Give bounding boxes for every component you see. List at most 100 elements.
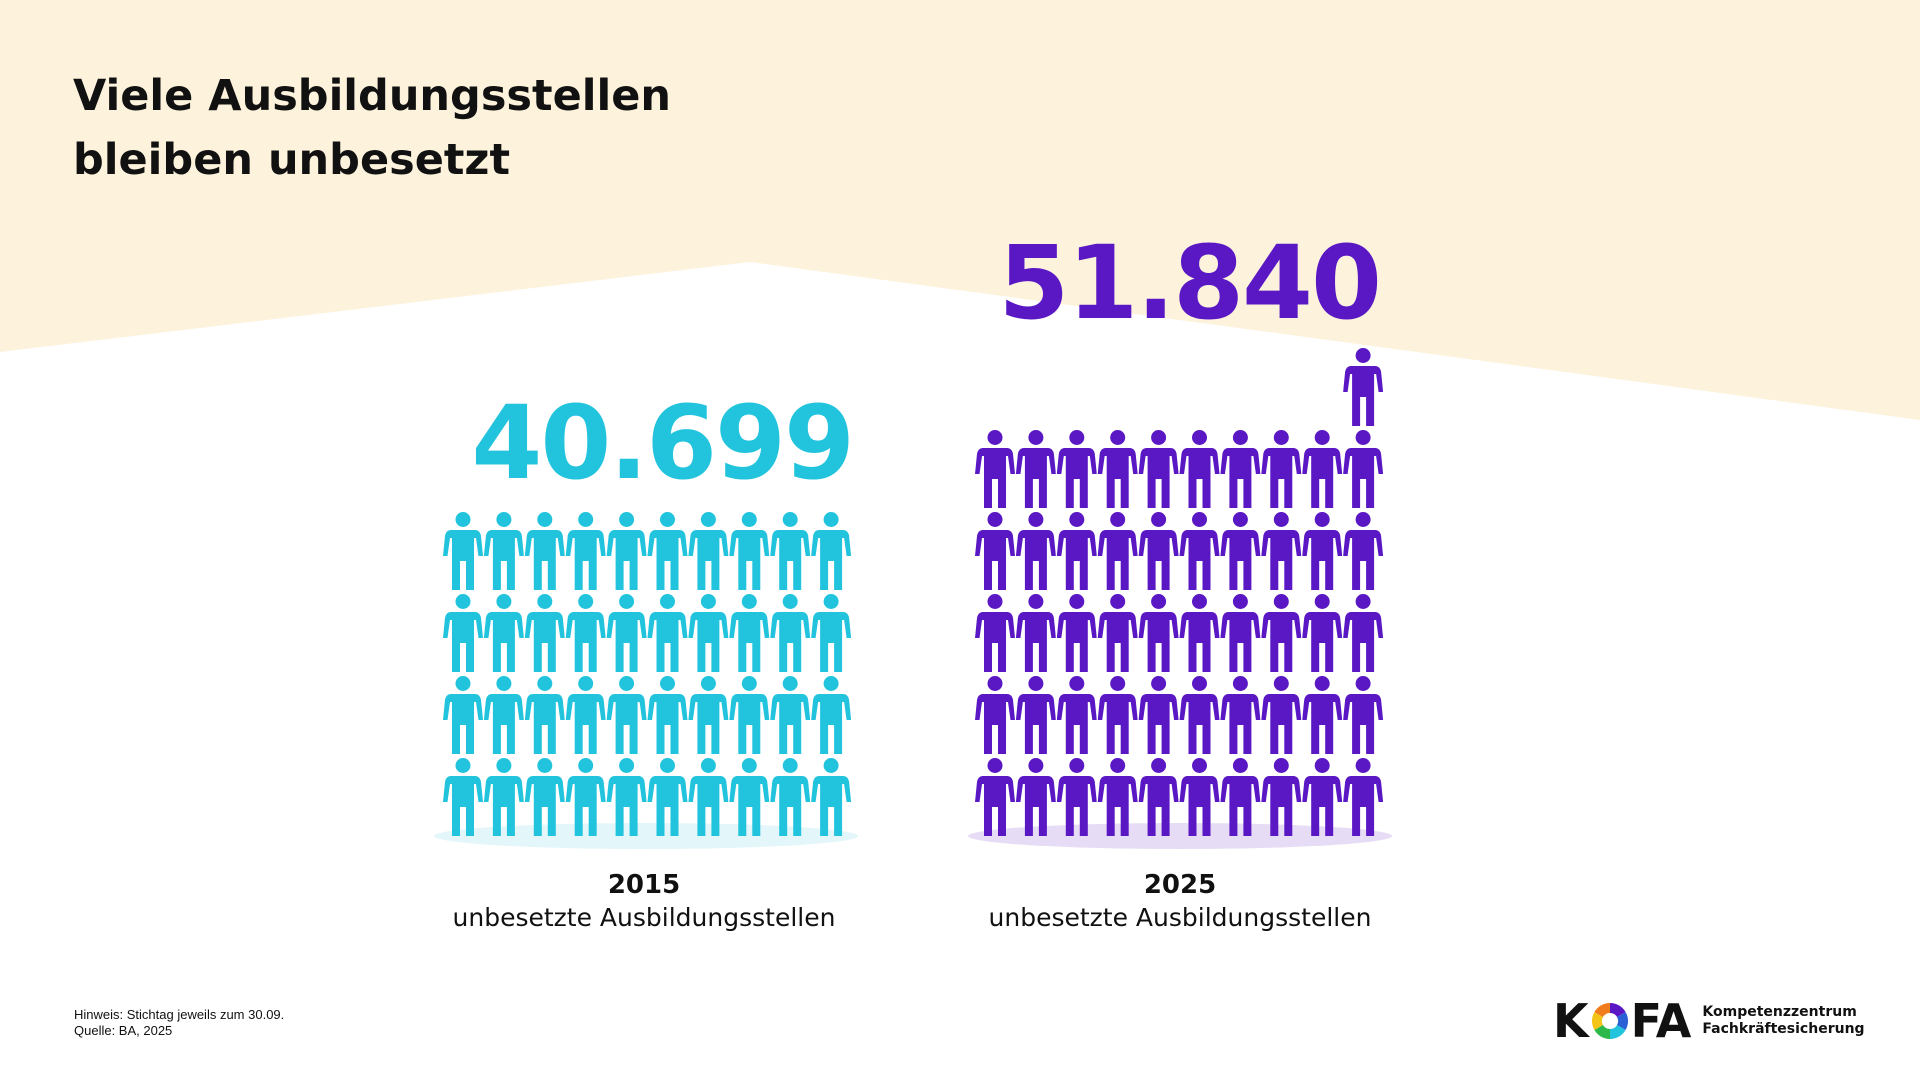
title-line-1: Viele Ausbildungsstellen xyxy=(73,71,671,121)
person-icon xyxy=(1138,594,1179,672)
person-icon xyxy=(1179,676,1220,754)
person-icon xyxy=(1015,512,1056,590)
person-icon-extra xyxy=(1343,348,1384,426)
person-icon xyxy=(443,512,483,590)
footnote: Hinweis: Stichtag jeweils zum 30.09. Que… xyxy=(74,1007,284,1039)
person-icon xyxy=(770,594,811,672)
person-icon xyxy=(1097,512,1138,590)
person-icon xyxy=(1343,594,1384,672)
person-icon xyxy=(729,676,770,754)
person-icon xyxy=(1261,430,1302,508)
person-icon xyxy=(770,512,811,590)
logo-letter-k: K xyxy=(1553,994,1589,1048)
person-icon xyxy=(443,676,483,754)
person-icon xyxy=(729,594,770,672)
person-icon xyxy=(1343,676,1384,754)
value-label-2015: 40.699 xyxy=(471,384,853,503)
person-icon xyxy=(1179,430,1220,508)
person-icon xyxy=(524,676,565,754)
category-year-2015: 2015 xyxy=(608,870,680,900)
person-icon xyxy=(975,594,1015,672)
person-icon xyxy=(1056,676,1097,754)
person-icon xyxy=(1056,512,1097,590)
person-icon xyxy=(1056,594,1097,672)
person-icon xyxy=(1261,676,1302,754)
person-icon xyxy=(1138,676,1179,754)
person-icon xyxy=(1220,430,1261,508)
page-title: Viele Ausbildungsstellen bleiben unbeset… xyxy=(73,64,671,192)
person-icon xyxy=(1138,512,1179,590)
person-icon xyxy=(483,512,524,590)
title-line-2: bleiben unbesetzt xyxy=(73,135,511,185)
person-icon xyxy=(770,758,811,836)
person-icon xyxy=(1302,758,1343,836)
person-icon xyxy=(1179,594,1220,672)
person-icon xyxy=(606,676,647,754)
kofa-logo: K FA Kompetenzzentrum Fachkräftesicherun… xyxy=(1553,998,1865,1044)
footnote-source: Quelle: BA, 2025 xyxy=(74,1023,173,1038)
category-label-2025: unbesetzte Ausbildungsstellen xyxy=(989,903,1372,932)
person-icon xyxy=(1220,512,1261,590)
person-icon xyxy=(1302,512,1343,590)
person-icon xyxy=(811,676,852,754)
person-icon xyxy=(1097,676,1138,754)
person-icon xyxy=(1302,676,1343,754)
person-icon xyxy=(1015,430,1056,508)
category-year-2025: 2025 xyxy=(1144,870,1216,900)
person-icon xyxy=(1343,430,1384,508)
person-icon xyxy=(1261,594,1302,672)
person-icon xyxy=(1097,594,1138,672)
person-icon xyxy=(606,512,647,590)
footnote-hint: Hinweis: Stichtag jeweils zum 30.09. xyxy=(74,1007,285,1022)
value-label-2025: 51.840 xyxy=(998,224,1380,343)
person-icon xyxy=(1097,430,1138,508)
person-icon xyxy=(975,758,1015,836)
person-icon xyxy=(1056,430,1097,508)
logo-letters-fa: FA xyxy=(1630,994,1692,1048)
person-icon xyxy=(524,594,565,672)
person-icon xyxy=(811,758,852,836)
person-icon xyxy=(565,512,606,590)
person-icon xyxy=(688,594,729,672)
person-icon xyxy=(1343,758,1384,836)
person-icon xyxy=(1302,594,1343,672)
logo-wordmark: K FA xyxy=(1553,994,1692,1048)
category-label-2015: unbesetzte Ausbildungsstellen xyxy=(453,903,836,932)
person-icon xyxy=(811,512,852,590)
person-icon xyxy=(1138,430,1179,508)
person-icon xyxy=(975,512,1015,590)
person-icon xyxy=(565,676,606,754)
person-icon xyxy=(1015,594,1056,672)
person-icon xyxy=(647,594,688,672)
person-icon xyxy=(1015,676,1056,754)
person-icon xyxy=(483,758,524,836)
person-icon xyxy=(1015,758,1056,836)
person-icon xyxy=(606,594,647,672)
person-icon xyxy=(1179,512,1220,590)
logo-subtitle-line-1: Kompetenzzentrum xyxy=(1702,1004,1857,1020)
logo-ring-icon xyxy=(1591,1003,1628,1039)
logo-subtitle-line-2: Fachkräftesicherung xyxy=(1702,1021,1865,1037)
person-icon xyxy=(1261,512,1302,590)
person-icon xyxy=(1302,430,1343,508)
person-icon xyxy=(647,512,688,590)
person-icon xyxy=(729,512,770,590)
person-icon xyxy=(1220,676,1261,754)
logo-subtitle: Kompetenzzentrum Fachkräftesicherung xyxy=(1702,1004,1864,1038)
person-icon xyxy=(975,430,1015,508)
person-icon xyxy=(688,676,729,754)
person-icon xyxy=(483,594,524,672)
person-icon xyxy=(443,758,483,836)
person-icon xyxy=(483,676,524,754)
person-icon xyxy=(688,512,729,590)
icon-grid-2015 xyxy=(443,512,852,836)
person-icon xyxy=(1220,594,1261,672)
person-icon xyxy=(975,676,1015,754)
person-icon xyxy=(565,594,606,672)
person-icon xyxy=(811,594,852,672)
person-icon xyxy=(443,594,483,672)
person-icon xyxy=(770,676,811,754)
person-icon xyxy=(524,512,565,590)
